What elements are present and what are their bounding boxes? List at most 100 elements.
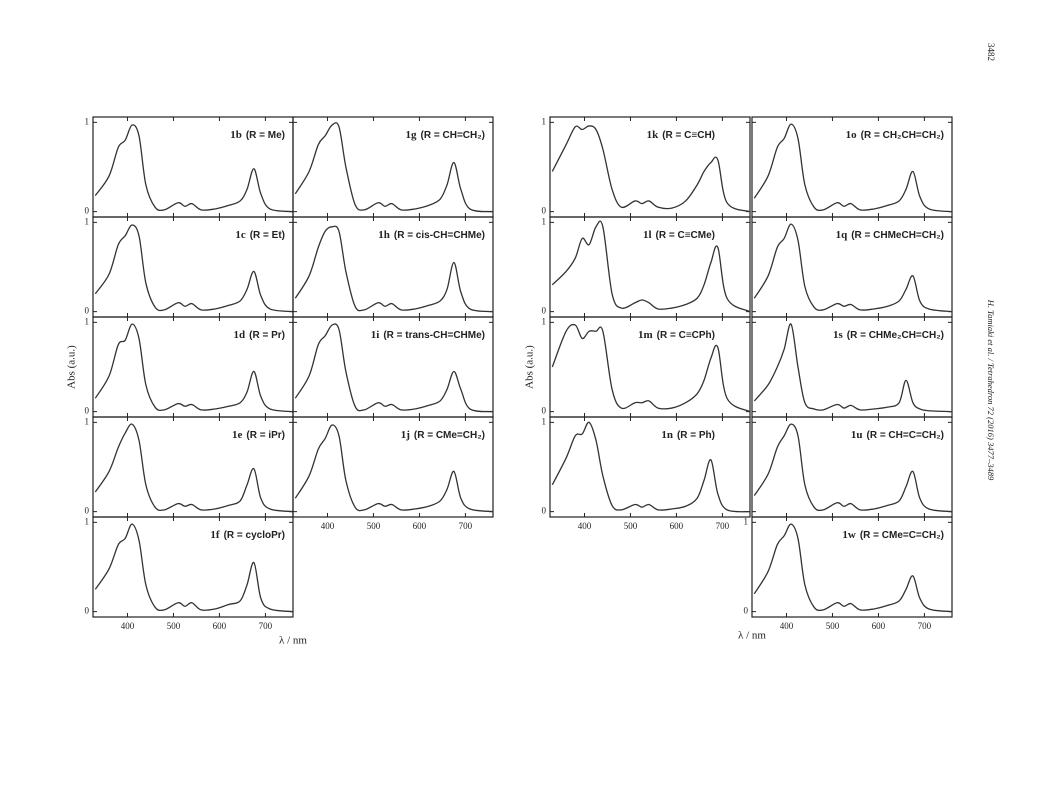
spectrum-line (753, 323, 953, 413)
compound-label: 1w (842, 529, 856, 541)
y-tick-label: 1 (85, 516, 90, 526)
panel-frame (292, 416, 494, 518)
spectrum-line (551, 323, 751, 413)
y-tick-label: 0 (542, 306, 547, 316)
panel-title: 1c (R = Et) (235, 226, 285, 243)
substituent-label: (R = Ph) (677, 430, 715, 441)
x-tick-label: 700 (459, 521, 473, 531)
y-tick-label: 0 (744, 606, 749, 616)
y-tick-label: 1 (542, 416, 547, 426)
substituent-label: (R = CMe=C=CH₂) (860, 530, 944, 541)
substituent-label: (R = CHMeCH=CH₂) (851, 230, 944, 241)
x-tick-label: 700 (918, 621, 932, 631)
running-head: H. Tamiaki et al. / Tetrahedron 72 (2016… (986, 299, 996, 481)
substituent-label: (R = CH₂CH=CH₂) (861, 130, 944, 141)
substituent-label: (R = CH=CH₂) (421, 130, 485, 141)
spectrum-line (753, 123, 953, 213)
substituent-label: (R = Pr) (249, 330, 285, 341)
spectrum-line (94, 124, 294, 213)
spectrum-line (94, 323, 294, 413)
spectrum-line (551, 421, 751, 513)
spectrum-line (294, 225, 494, 313)
panel-title: 1n (R = Ph) (661, 426, 715, 443)
y-tick-label: 1 (542, 116, 547, 126)
y-tick-label: 0 (85, 506, 90, 516)
x-tick-label: 400 (578, 521, 592, 531)
panel-frame (751, 516, 953, 618)
panel-frame (549, 416, 751, 518)
panel-title: 1j (R = CMe=CH₂) (401, 426, 485, 443)
panel-title: 1w (R = CMe=C=CH₂) (842, 526, 944, 543)
y-tick-label: 0 (542, 406, 547, 416)
compound-label: 1b (230, 129, 242, 141)
compound-label: 1s (833, 329, 844, 341)
panel-title: 1o (R = CH₂CH=CH₂) (846, 126, 944, 143)
panel-frame (92, 516, 294, 618)
compound-label: 1i (371, 329, 380, 341)
substituent-label: (R = CHMe₂CH=CH₂) (847, 330, 944, 341)
y-tick-label: 0 (542, 506, 547, 516)
substituent-label: (R = C≡CMe) (656, 230, 715, 241)
compound-label: 1o (846, 129, 858, 141)
substituent-label: (R = cis-CH=CHMe) (394, 230, 485, 241)
panel-title: 1h (R = cis-CH=CHMe) (378, 226, 485, 243)
spectrum-line (94, 523, 294, 613)
x-tick-label: 500 (367, 521, 381, 531)
x-tick-label: 700 (259, 621, 273, 631)
compound-label: 1g (406, 129, 418, 141)
x-tick-label: 500 (624, 521, 638, 531)
panel-title: 1g (R = CH=CH₂) (406, 126, 485, 143)
compound-label: 1d (234, 329, 246, 341)
compound-label: 1j (401, 429, 410, 441)
x-tick-label: 600 (413, 521, 427, 531)
x-tick-label: 500 (167, 621, 181, 631)
panel-title: 1s (R = CHMe₂CH=CH₂) (833, 326, 944, 343)
page-number: 3482 (986, 43, 996, 61)
panel-title: 1b (R = Me) (230, 126, 285, 143)
x-axis-label: λ / nm (279, 635, 307, 647)
spectrum-line (753, 423, 953, 513)
substituent-label: (R = Me) (246, 130, 285, 141)
x-tick-label: 500 (826, 621, 840, 631)
compound-label: 1h (378, 229, 390, 241)
substituent-label: (R = CMe=CH₂) (414, 430, 485, 441)
panel-title: 1f (R = cycloPr) (210, 526, 285, 543)
substituent-label: (R = C≡CH) (662, 130, 715, 141)
x-tick-label: 600 (872, 621, 886, 631)
x-tick-label: 400 (780, 621, 794, 631)
compound-label: 1u (851, 429, 863, 441)
x-axis-label: λ / nm (738, 630, 766, 642)
compound-label: 1f (210, 529, 220, 541)
y-tick-label: 0 (85, 306, 90, 316)
substituent-label: (R = Et) (250, 230, 285, 241)
spectrum-line (94, 423, 294, 513)
compound-label: 1e (232, 429, 243, 441)
compound-label: 1q (836, 229, 849, 241)
x-tick-label: 600 (670, 521, 684, 531)
y-tick-label: 1 (85, 116, 90, 126)
x-tick-label: 700 (716, 521, 730, 531)
y-tick-label: 1 (85, 216, 90, 226)
spectrum-line (551, 220, 751, 313)
x-tick-label: 400 (321, 521, 335, 531)
y-tick-label: 0 (542, 206, 547, 216)
compound-label: 1c (235, 229, 246, 241)
panel-title: 1e (R = iPr) (232, 426, 285, 443)
compound-label: 1l (643, 229, 652, 241)
y-tick-label: 0 (85, 206, 90, 216)
spectrum-line (294, 424, 494, 513)
y-tick-label: 1 (85, 316, 90, 326)
panel-title: 1i (R = trans-CH=CHMe) (371, 326, 485, 343)
y-tick-label: 1 (744, 516, 749, 526)
panel-title: 1l (R = C≡CMe) (643, 226, 715, 243)
y-tick-label: 0 (85, 406, 90, 416)
x-tick-label: 400 (121, 621, 135, 631)
compound-label: 1m (638, 329, 653, 341)
spectrum-line (294, 323, 494, 413)
panel-title: 1q (R = CHMeCH=CH₂) (836, 226, 944, 243)
y-axis-label: Abs (a.u.) (66, 345, 78, 389)
substituent-label: (R = CH=C=CH₂) (866, 430, 944, 441)
substituent-label: (R = trans-CH=CHMe) (383, 330, 485, 341)
panel-title: 1m (R = C≡CPh) (638, 326, 715, 343)
